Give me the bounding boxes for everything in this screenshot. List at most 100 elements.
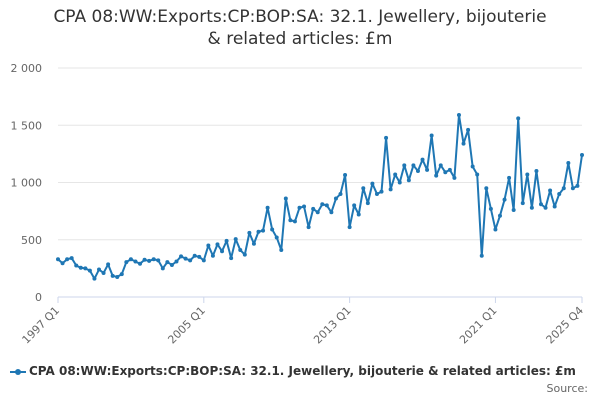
data-point: [288, 218, 293, 223]
data-point: [128, 257, 133, 262]
data-point: [470, 164, 475, 169]
data-point: [479, 253, 484, 258]
data-point: [302, 204, 307, 209]
data-point: [447, 167, 452, 172]
data-point: [78, 265, 83, 270]
series-line: [57, 113, 583, 280]
data-point: [529, 205, 534, 210]
data-point: [484, 186, 489, 191]
data-point: [138, 261, 143, 266]
data-point: [548, 188, 553, 193]
data-point: [174, 259, 179, 264]
data-point: [233, 237, 238, 242]
data-point: [206, 243, 211, 248]
chart-title-line-1: CPA 08:WW:Exports:CP:BOP:SA: 32.1. Jewel…: [53, 7, 547, 27]
data-point: [65, 257, 70, 262]
data-point: [56, 257, 60, 262]
data-point: [297, 205, 302, 210]
legend[interactable]: CPA 08:WW:Exports:CP:BOP:SA: 32.1. Jewel…: [10, 364, 600, 378]
data-point: [83, 266, 88, 271]
x-tick-label: 2021 Q1: [457, 304, 500, 347]
data-point: [147, 258, 152, 263]
data-point: [101, 270, 106, 275]
data-point: [210, 253, 215, 258]
y-tick-label: 1 500: [11, 119, 43, 132]
data-point: [397, 180, 402, 185]
y-tick-label: 0: [35, 291, 42, 304]
source-label: Source:: [546, 382, 589, 395]
data-point: [320, 202, 325, 207]
data-point: [566, 161, 571, 166]
data-point: [438, 163, 443, 168]
data-point: [452, 175, 457, 180]
data-point: [520, 201, 525, 206]
data-point: [110, 273, 115, 278]
data-point: [429, 133, 434, 138]
data-point: [393, 172, 398, 177]
data-point: [69, 256, 74, 261]
data-point: [493, 227, 498, 232]
data-point: [229, 256, 234, 261]
data-point: [580, 153, 584, 158]
data-point: [379, 189, 384, 194]
data-point: [415, 169, 420, 174]
data-point: [552, 204, 557, 209]
data-point: [420, 157, 425, 162]
data-point: [242, 252, 247, 257]
data-point: [60, 261, 65, 266]
data-point: [516, 116, 521, 121]
data-point: [356, 212, 361, 217]
data-point: [306, 225, 311, 230]
legend-line-icon: [10, 367, 26, 377]
data-point: [215, 242, 220, 247]
data-point: [74, 263, 79, 268]
data-point: [119, 272, 124, 277]
legend-label: CPA 08:WW:Exports:CP:BOP:SA: 32.1. Jewel…: [29, 364, 576, 378]
x-tick-label: 1997 Q1: [20, 304, 63, 347]
data-series: [56, 112, 584, 281]
data-point: [292, 219, 297, 224]
data-point: [534, 169, 539, 174]
data-point: [374, 191, 379, 196]
data-point: [370, 181, 375, 186]
data-point: [352, 203, 357, 208]
data-point: [247, 230, 252, 235]
data-point: [443, 170, 448, 175]
data-point: [142, 257, 147, 262]
gridlines: [58, 67, 582, 241]
data-point: [466, 127, 471, 132]
data-point: [411, 163, 416, 168]
data-point: [497, 213, 502, 218]
data-point: [406, 178, 411, 183]
data-point: [434, 173, 439, 178]
data-point: [561, 186, 566, 191]
data-point: [488, 206, 493, 211]
data-point: [557, 191, 562, 196]
data-point: [338, 191, 343, 196]
data-point: [329, 210, 334, 215]
data-point: [461, 141, 466, 146]
data-point: [511, 207, 516, 212]
data-point: [333, 196, 338, 201]
data-point: [525, 172, 530, 177]
data-point: [165, 260, 170, 265]
y-tick-label: 500: [21, 234, 42, 247]
data-point: [224, 238, 229, 243]
data-point: [283, 196, 288, 201]
data-point: [169, 262, 174, 267]
data-point: [361, 186, 366, 191]
data-point: [265, 205, 270, 210]
data-point: [543, 205, 548, 210]
data-point: [575, 183, 580, 188]
data-point: [365, 201, 370, 206]
data-point: [343, 173, 348, 178]
data-point: [92, 276, 97, 281]
data-point: [324, 203, 329, 208]
data-point: [475, 172, 480, 177]
data-point: [124, 260, 129, 265]
data-point: [256, 229, 261, 234]
data-point: [179, 254, 184, 259]
data-point: [311, 206, 316, 211]
data-point: [425, 167, 430, 172]
